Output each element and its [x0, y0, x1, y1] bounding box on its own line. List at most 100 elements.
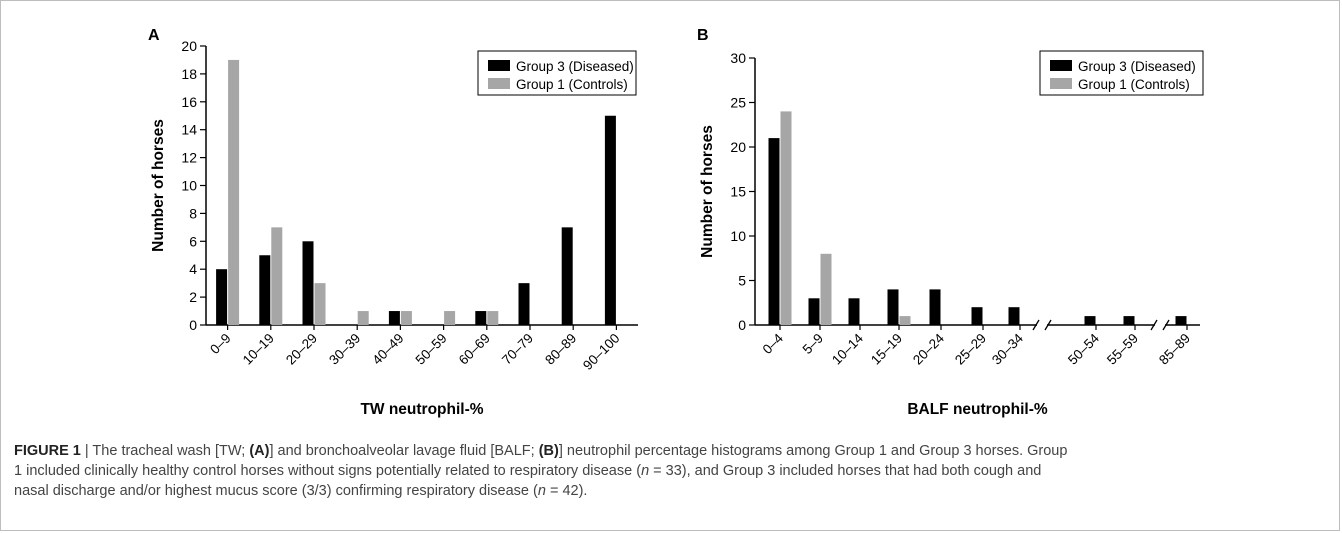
caption-line-1: FIGURE 1 | The tracheal wash [TW; (A)] a…	[14, 441, 1324, 461]
bar-group3	[1123, 316, 1135, 325]
y-tick-label: 12	[181, 150, 197, 166]
x-tick-label: 50–54	[1065, 330, 1102, 367]
x-tick-label: 30–34	[989, 330, 1026, 367]
bar-group1	[314, 283, 326, 325]
bar-group3	[971, 307, 983, 325]
legend: Group 3 (Diseased) Group 1 (Controls)	[477, 50, 637, 96]
caption-text: nasal discharge and/or highest mucus sco…	[14, 483, 538, 499]
caption-panel-ref: (A)	[249, 443, 270, 459]
x-tick-label: 60–69	[456, 331, 493, 368]
bar-group1	[228, 59, 240, 325]
x-tick-label: 0–4	[760, 330, 787, 357]
legend-label: Group 3 (Diseased)	[1078, 59, 1196, 74]
caption-text: ] neutrophil percentage histograms among…	[558, 443, 1068, 459]
panel-label: A	[148, 27, 160, 44]
bar-group3	[929, 289, 941, 325]
figure-caption: FIGURE 1 | The tracheal wash [TW; (A)] a…	[14, 441, 1324, 501]
legend-label: Group 1 (Controls)	[1078, 77, 1190, 92]
caption-italic: n	[537, 483, 546, 499]
bar-group3	[1175, 316, 1187, 325]
y-tick-label: 0	[738, 317, 746, 333]
bar-group3	[259, 255, 271, 325]
chart-panel-b: B 0 5 10 15 20 25 30 0–4 5–9 10–14 15–19 20–24 25–29 3…	[697, 27, 1204, 418]
bar-group3	[1008, 307, 1020, 325]
bar-group1	[400, 311, 412, 325]
caption-text: 1 included clinically healthy control ho…	[14, 463, 642, 479]
bar-group3	[887, 289, 899, 325]
caption-line-3: nasal discharge and/or highest mucus sco…	[14, 481, 1324, 501]
x-axis-title: BALF neutrophil-%	[907, 401, 1048, 418]
x-tick-label: 55–59	[1104, 331, 1141, 368]
y-tick-label: 10	[181, 178, 197, 194]
x-tick-label: 85–89	[1156, 331, 1193, 368]
x-tick-label: 5–9	[800, 331, 827, 358]
chart-panel-a: A 0 2 4 6 8 10 12 14 16 18 20 0–9 10–19 20–29 30–39 40–4…	[148, 27, 638, 418]
y-tick-label: 10	[730, 228, 746, 244]
bar-group1	[780, 111, 792, 326]
bar-group1	[899, 316, 911, 325]
caption-figure-label: FIGURE 1	[14, 443, 81, 459]
y-tick-label: 30	[730, 50, 746, 66]
caption-text: | The tracheal wash [TW;	[80, 443, 250, 459]
bar-group3	[216, 269, 228, 325]
bar-group1	[444, 311, 456, 325]
bar-group3	[388, 311, 400, 325]
legend-label: Group 1 (Controls)	[516, 77, 628, 92]
x-tick-label: 70–79	[499, 331, 536, 368]
y-tick-label: 16	[181, 94, 197, 110]
bar-group3	[1084, 316, 1096, 325]
caption-text: ] and bronchoalveolar lavage fluid [BALF…	[269, 443, 539, 459]
y-tick-label: 6	[189, 233, 197, 249]
y-axis-title: Number of horses	[699, 125, 716, 258]
caption-text: = 42).	[545, 483, 588, 499]
bar-group3	[561, 227, 573, 325]
y-tick-label: 18	[181, 66, 197, 82]
y-axis-title: Number of horses	[150, 119, 167, 252]
legend-swatch	[488, 78, 510, 89]
x-tick-label: 20–29	[283, 331, 320, 368]
caption-text: = 33), and Group 3 included horses that …	[649, 463, 1042, 479]
legend: Group 3 (Diseased) Group 1 (Controls)	[1039, 50, 1204, 96]
bar-group3	[848, 298, 860, 325]
legend-swatch	[1050, 78, 1072, 89]
bar-group1	[271, 227, 283, 325]
bar-group3	[768, 138, 780, 325]
y-tick-label: 14	[181, 122, 197, 138]
x-tick-label: 50–59	[413, 331, 450, 368]
bar-group3	[604, 115, 616, 325]
y-tick-label: 20	[730, 139, 746, 155]
bar-group3	[808, 298, 820, 325]
y-tick-label: 25	[730, 95, 746, 111]
legend-label: Group 3 (Diseased)	[516, 59, 634, 74]
bar-group1	[820, 253, 832, 325]
axis-break-mark	[1150, 319, 1158, 331]
y-tick-label: 4	[189, 261, 197, 277]
y-tick-label: 15	[730, 184, 746, 200]
x-tick-label: 20–24	[910, 330, 947, 367]
y-tick-label: 20	[181, 38, 197, 54]
bar-group3	[475, 311, 487, 325]
x-tick-label: 90–100	[580, 331, 622, 373]
x-tick-label: 25–29	[952, 331, 989, 368]
legend-swatch	[1050, 60, 1072, 71]
axis-break-mark	[1032, 319, 1040, 331]
y-tick-label: 8	[189, 205, 197, 221]
figure-charts: A 0 2 4 6 8 10 12 14 16 18 20 0–9 10–19 20–29 30–39 40–4…	[148, 27, 1204, 418]
x-tick-label: 40–49	[369, 331, 406, 368]
bar-group1	[357, 311, 369, 325]
x-tick-label: 30–39	[326, 331, 363, 368]
bar-group1	[487, 311, 499, 325]
x-tick-label: 0–9	[207, 331, 234, 358]
x-tick-label: 15–19	[868, 331, 905, 368]
legend-swatch	[488, 60, 510, 71]
y-tick-label: 5	[738, 273, 746, 289]
panel-label: B	[697, 27, 709, 44]
bar-group3	[302, 241, 314, 325]
caption-line-2: 1 included clinically healthy control ho…	[14, 461, 1324, 481]
x-tick-label: 10–19	[240, 331, 277, 368]
bar-group3	[518, 283, 530, 325]
x-axis-title: TW neutrophil-%	[360, 401, 483, 418]
y-tick-label: 2	[189, 289, 197, 305]
y-tick-label: 0	[189, 317, 197, 333]
caption-panel-ref: (B)	[538, 443, 559, 459]
